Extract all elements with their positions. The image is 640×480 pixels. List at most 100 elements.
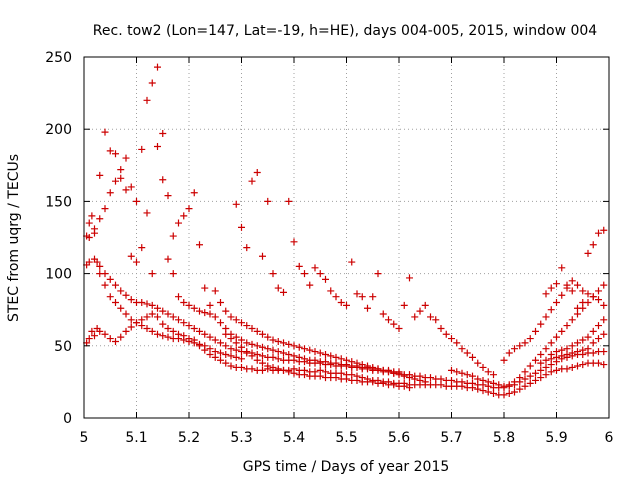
data-point [316, 349, 324, 357]
x-tick-label: 5.9 [545, 430, 567, 446]
data-point [547, 368, 555, 376]
data-point [505, 389, 513, 397]
data-point [201, 330, 209, 338]
data-point [490, 379, 497, 387]
data-point [101, 205, 109, 213]
data-point [505, 349, 513, 357]
data-point [532, 369, 539, 377]
data-point [579, 287, 587, 295]
data-point [169, 313, 177, 321]
grid [84, 57, 609, 418]
data-point [437, 375, 445, 383]
data-point [385, 368, 392, 376]
data-point [196, 327, 203, 335]
data-point [106, 189, 114, 197]
data-point [353, 290, 361, 298]
data-point [96, 262, 104, 270]
data-point [584, 249, 592, 257]
data-point [122, 154, 130, 162]
x-tick-label: 5 [80, 430, 89, 446]
data-point [400, 372, 408, 380]
data-point [280, 288, 287, 296]
data-point [232, 339, 240, 347]
data-point [463, 371, 471, 379]
data-point [206, 333, 214, 341]
data-point [579, 336, 587, 344]
x-tick-label: 6 [605, 430, 614, 446]
data-point [222, 307, 230, 315]
data-point [185, 301, 193, 309]
data-point [563, 281, 571, 289]
data-point [301, 371, 308, 379]
data-point [143, 300, 151, 308]
data-point [238, 355, 245, 363]
data-point [217, 319, 224, 327]
data-point [327, 352, 335, 360]
data-point [553, 280, 560, 288]
data-point [106, 147, 114, 155]
data-point [484, 378, 492, 386]
data-point [595, 322, 602, 330]
data-point [369, 363, 377, 371]
data-point [574, 362, 581, 370]
data-point [264, 345, 272, 353]
data-point [269, 336, 277, 344]
data-point [542, 371, 550, 379]
data-point [185, 337, 193, 345]
data-point [253, 169, 261, 177]
data-point [574, 348, 581, 356]
data-point [211, 348, 219, 356]
data-point [306, 346, 314, 354]
data-point [337, 298, 345, 306]
data-point [600, 226, 608, 234]
data-point [117, 287, 125, 295]
data-point [243, 322, 251, 330]
data-point [500, 382, 508, 390]
data-point [169, 232, 177, 240]
data-point [117, 174, 125, 182]
data-point [311, 348, 319, 356]
data-point [332, 293, 340, 301]
data-point [85, 219, 93, 227]
data-point [274, 348, 282, 356]
data-point [390, 381, 398, 389]
data-point [232, 353, 240, 361]
data-point [269, 270, 277, 278]
data-point [264, 197, 272, 205]
data-point [227, 313, 235, 321]
data-point [138, 244, 146, 252]
data-point [526, 335, 534, 343]
data-point [332, 374, 340, 382]
data-point [516, 385, 524, 393]
data-point [259, 252, 266, 260]
data-point [269, 346, 277, 354]
data-point [526, 362, 534, 370]
data-point [159, 307, 167, 315]
data-point [600, 348, 608, 356]
x-tick-label: 5.7 [440, 430, 462, 446]
data-point [127, 296, 135, 304]
data-point [175, 316, 182, 324]
data-point [211, 287, 219, 295]
data-point [175, 335, 182, 343]
data-point [542, 345, 550, 353]
data-point [101, 281, 109, 289]
data-point [364, 362, 371, 370]
data-point [374, 270, 382, 278]
data-point [127, 252, 135, 260]
y-tick-label: 100 [45, 267, 72, 283]
data-point [217, 356, 224, 364]
data-point [238, 319, 245, 327]
data-point [127, 316, 135, 324]
data-point [133, 319, 140, 327]
data-point [93, 258, 101, 266]
data-point [164, 333, 172, 341]
data-point [337, 355, 345, 363]
data-point [117, 166, 125, 174]
data-point [248, 352, 256, 360]
data-point [416, 376, 424, 384]
data-point [295, 353, 303, 361]
data-point [516, 374, 524, 382]
data-point [222, 350, 230, 358]
data-point [558, 291, 566, 299]
